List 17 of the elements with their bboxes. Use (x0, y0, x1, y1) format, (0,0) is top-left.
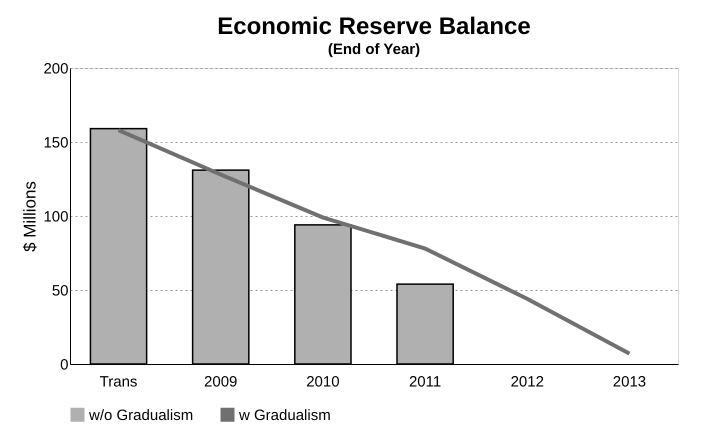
x-tick-label: 2009 (204, 374, 238, 390)
y-tick-label: 0 (60, 356, 68, 374)
y-tick-label: 150 (43, 134, 68, 152)
y-tick-label: 100 (43, 208, 68, 226)
y-axis-title: $ Millions (20, 181, 40, 252)
x-tick-label: 2012 (510, 374, 544, 390)
x-tick-label: 2010 (306, 374, 340, 390)
chart-subtitle: (End of Year) (328, 41, 420, 58)
legend-label: w Gradualism (238, 406, 331, 424)
x-tick-label: 2011 (408, 374, 442, 390)
chart-title: Economic Reserve Balance (217, 13, 531, 40)
x-tick-label: 2013 (612, 374, 646, 390)
legend-label: w/o Gradualism (88, 406, 194, 424)
x-tick-label: Trans (100, 374, 138, 390)
line-series (116, 128, 632, 356)
y-tick-label: 50 (52, 282, 68, 300)
y-tick-label: 200 (43, 60, 68, 78)
